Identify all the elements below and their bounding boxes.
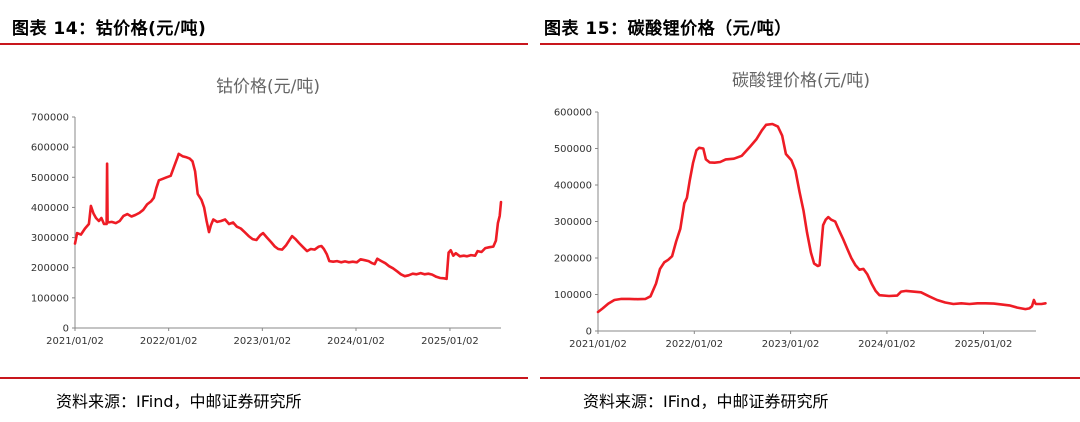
- y-tick-label: 300000: [31, 233, 69, 244]
- x-tick-label: 2023/01/02: [762, 339, 820, 350]
- y-tick-label: 500000: [31, 173, 69, 184]
- price-series-line: [596, 122, 1047, 314]
- y-tick-label: 600000: [31, 143, 69, 154]
- y-tick-label: 200000: [31, 263, 69, 274]
- chart-plot-area: 0 100000 200000 300000 400000 500000 600000 202…: [554, 108, 1047, 350]
- y-tick-label: 300000: [554, 217, 592, 228]
- y-tick-label: 400000: [554, 181, 592, 192]
- chart-plot-area: 0 100000 200000 300000 400000 500000 600000 700…: [31, 113, 503, 347]
- lithium-carbonate-price-chart: 碳酸锂价格(元/吨) 0 100000 200000 300000 400000 5000…: [554, 71, 1047, 350]
- source-note: 资料来源：IFind，中邮证券研究所: [583, 392, 829, 411]
- cobalt-price-chart: 钴价格(元/吨) 0 100000 200000 300000 400000 500000…: [31, 77, 503, 347]
- y-tick-label: 700000: [31, 113, 69, 124]
- chart-title: 钴价格(元/吨): [216, 77, 320, 97]
- header-rule: [540, 43, 1080, 45]
- y-tick-label: 600000: [554, 108, 592, 119]
- chart-title: 碳酸锂价格(元/吨): [732, 71, 870, 91]
- y-tick-label: 400000: [31, 203, 69, 214]
- x-tick-label: 2024/01/02: [858, 339, 916, 350]
- y-tick-label: 0: [586, 327, 592, 338]
- x-tick-label: 2025/01/02: [421, 336, 479, 347]
- y-tick-label: 0: [63, 324, 69, 335]
- price-series-line: [73, 152, 503, 281]
- figure-header: 图表 15：碳酸锂价格（元/吨）: [544, 19, 792, 39]
- x-tick-label: 2022/01/02: [140, 336, 198, 347]
- y-tick-label: 100000: [31, 293, 69, 304]
- x-tick-label: 2021/01/02: [46, 336, 104, 347]
- footer-rule: [0, 377, 528, 379]
- x-tick-label: 2022/01/02: [665, 339, 723, 350]
- x-tick-label: 2024/01/02: [327, 336, 385, 347]
- footer-rule: [540, 377, 1080, 379]
- y-tick-label: 500000: [554, 144, 592, 155]
- x-tick-label: 2025/01/02: [955, 339, 1013, 350]
- x-tick-label: 2023/01/02: [234, 336, 292, 347]
- header-rule: [0, 43, 528, 45]
- figure-header: 图表 14：钴价格(元/吨): [12, 19, 207, 39]
- y-tick-label: 200000: [554, 254, 592, 265]
- source-note: 资料来源：IFind，中邮证券研究所: [56, 392, 302, 411]
- y-tick-label: 100000: [554, 290, 592, 301]
- x-tick-label: 2021/01/02: [569, 339, 627, 350]
